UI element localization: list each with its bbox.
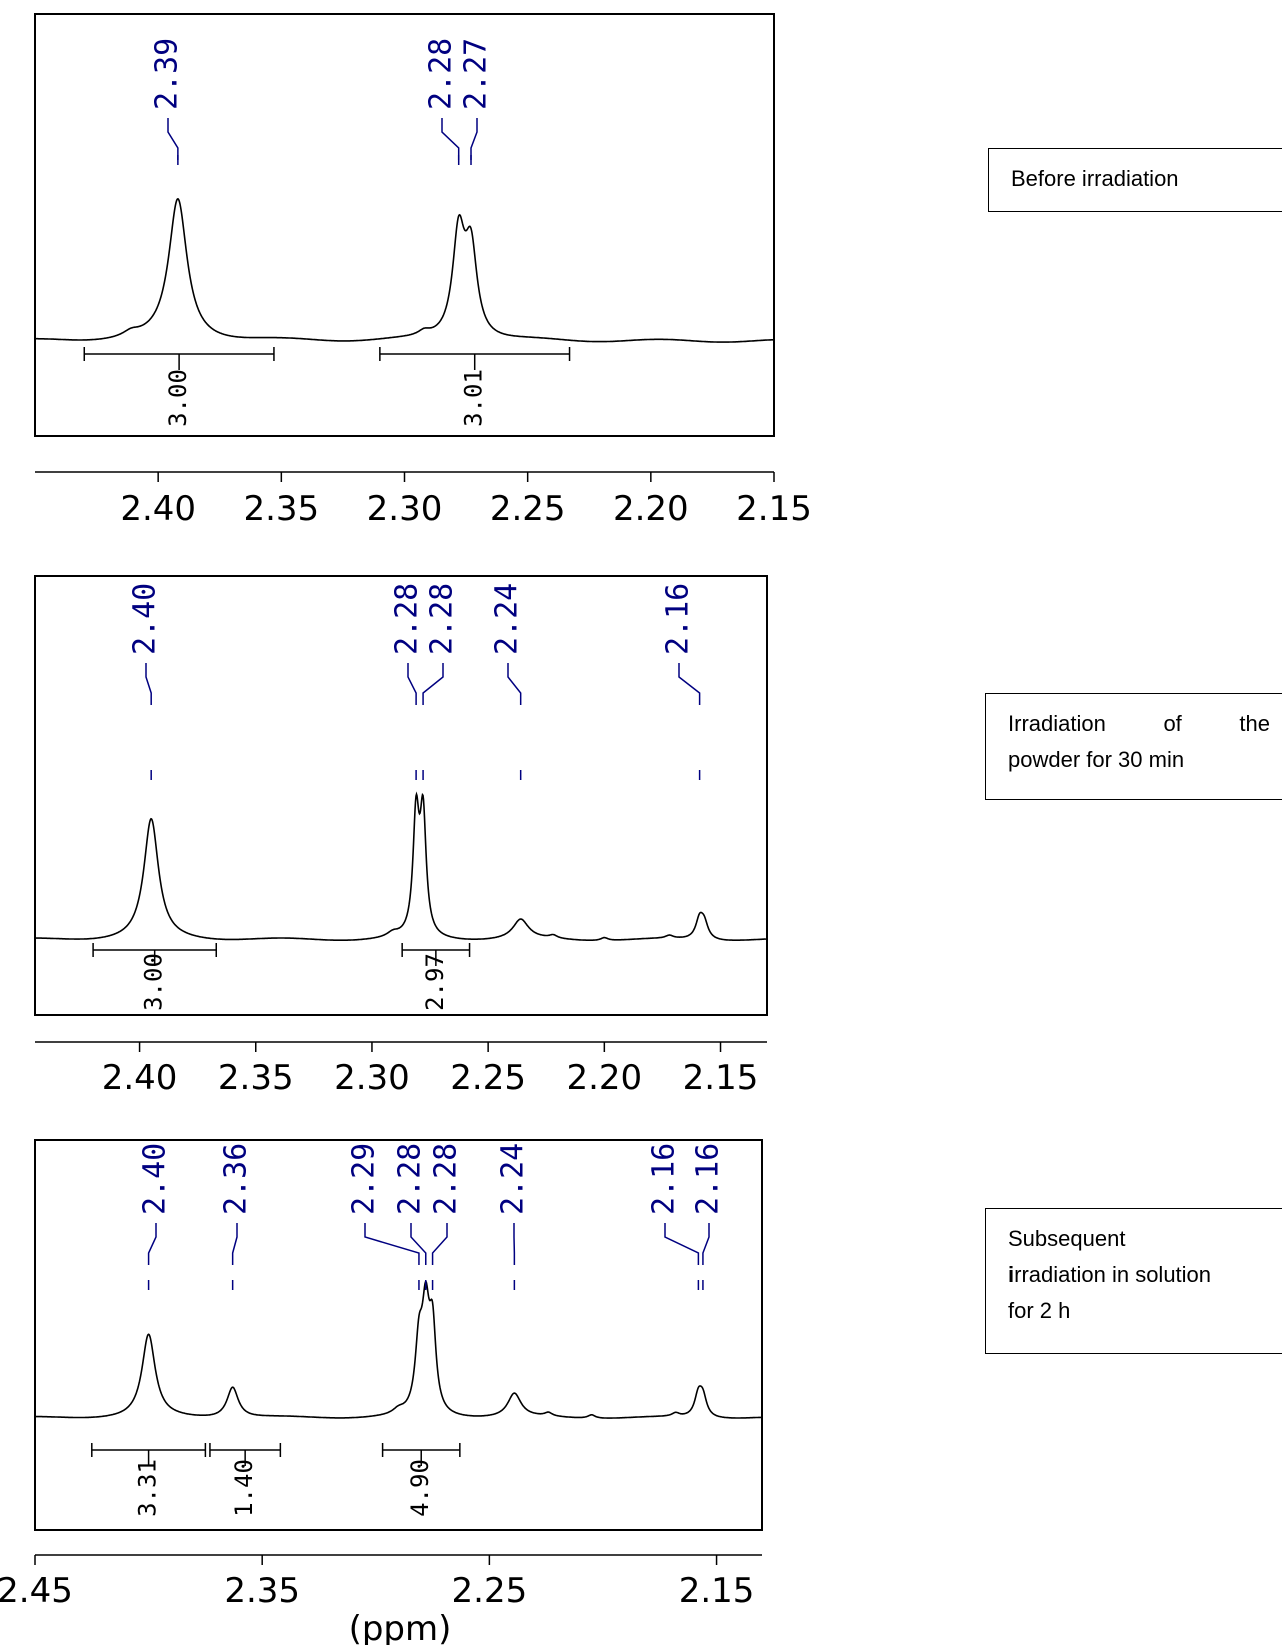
peak-connector xyxy=(431,1223,448,1265)
peak-label: 2.28 xyxy=(424,38,459,110)
x-tick-label: 2.15 xyxy=(683,1058,759,1098)
peak-label: 2.28 xyxy=(425,583,460,655)
peak-label: 2.16 xyxy=(647,1143,682,1215)
peak-connector xyxy=(507,663,522,705)
x-axis-label: (ppm) xyxy=(349,1609,452,1645)
spectrum-panel-3: 2.40 2.36 2.29 2.28 2.28 2.24 2.16 2.16 3.31 1.40… xyxy=(0,1139,763,1645)
x-tick-label: 2.45 xyxy=(0,1571,73,1611)
integral-bracket xyxy=(401,943,471,966)
peak-label: 2.24 xyxy=(496,1143,531,1215)
x-tick-label: 2.35 xyxy=(218,1058,294,1098)
condition-box-before: Before irradiation xyxy=(988,148,1282,212)
spectrum-panel-1: 2.39 2.28 2.27 3.00 3.01 2.40 2.35 2.30 2.25 2.20… xyxy=(34,13,812,529)
spectrum-trace xyxy=(36,198,773,343)
peak-label: 2.24 xyxy=(490,583,525,655)
spectrum-frame xyxy=(34,13,775,437)
condition-text: Irradiation of the xyxy=(1008,711,1270,736)
peak-connector xyxy=(167,118,179,160)
x-tick-label: 2.30 xyxy=(334,1058,410,1098)
peak-label: 2.40 xyxy=(128,583,163,655)
x-tick-label: 2.20 xyxy=(613,489,689,529)
integral-bracket xyxy=(91,1443,207,1466)
peak-connector xyxy=(470,118,478,160)
integral-value: 1.40 xyxy=(230,1459,258,1517)
x-tick-label: 2.25 xyxy=(450,1058,526,1098)
peak-connector xyxy=(441,118,460,160)
x-tick-label: 2.25 xyxy=(452,1571,528,1611)
spectrum-frame xyxy=(34,1139,763,1531)
x-tick-label: 2.40 xyxy=(102,1058,178,1098)
integral-value: 3.01 xyxy=(460,369,488,427)
integral-bracket xyxy=(92,943,218,966)
x-tick-label: 2.30 xyxy=(367,489,443,529)
x-tick-label: 2.20 xyxy=(566,1058,642,1098)
condition-text-line2: irradiation in solution xyxy=(1008,1262,1212,1287)
peak-connector xyxy=(422,663,444,705)
spectrum-trace xyxy=(36,791,767,941)
peak-connector xyxy=(364,1223,420,1265)
peak-connector xyxy=(147,1223,157,1265)
peak-label: 2.36 xyxy=(219,1143,254,1215)
peak-connector xyxy=(664,1223,700,1265)
peak-connector xyxy=(702,1223,710,1265)
peak-label: 2.28 xyxy=(390,583,425,655)
peak-connector xyxy=(145,663,152,705)
condition-text: Subsequent xyxy=(1008,1226,1126,1251)
x-tick-label: 2.25 xyxy=(490,489,566,529)
peak-label: 2.39 xyxy=(150,38,185,110)
condition-box-solution: Subsequent irradiation in solution for 2… xyxy=(985,1208,1282,1354)
peak-connector xyxy=(231,1223,238,1265)
x-tick-label: 2.35 xyxy=(224,1571,300,1611)
x-tick-label: 2.15 xyxy=(679,1571,755,1611)
condition-text-line2: powder for 30 min xyxy=(1008,747,1185,772)
integral-value: 4.90 xyxy=(406,1459,434,1517)
x-tick-label: 2.15 xyxy=(736,489,812,529)
peak-label: 2.29 xyxy=(347,1143,382,1215)
peak-connector xyxy=(678,663,701,705)
peak-label: 2.28 xyxy=(429,1143,464,1215)
condition-box-powder: Irradiation of the powder for 30 min xyxy=(985,693,1282,800)
peak-label: 2.28 xyxy=(393,1143,428,1215)
x-tick-label: 2.35 xyxy=(243,489,319,529)
peak-label: 2.16 xyxy=(691,1143,726,1215)
peak-label: 2.27 xyxy=(459,38,494,110)
spectrum-trace xyxy=(36,1280,762,1419)
peak-label: 2.40 xyxy=(138,1143,173,1215)
condition-text-line3: for 2 h xyxy=(1008,1298,1071,1323)
integral-bracket xyxy=(379,347,571,370)
integral-value: 3.00 xyxy=(164,369,192,427)
spectrum-panel-2: 2.40 2.28 2.28 2.24 2.16 3.00 2.97 2.40 2.35 2.30… xyxy=(34,575,768,1098)
integral-value: 3.31 xyxy=(134,1459,162,1517)
integral-value: 2.97 xyxy=(421,953,449,1011)
condition-text: Before irradiation xyxy=(1011,166,1179,191)
integral-bracket xyxy=(83,347,275,370)
peak-connector xyxy=(410,1223,427,1265)
spectrum-frame xyxy=(34,575,768,1016)
peak-label: 2.16 xyxy=(661,583,696,655)
integral-bracket xyxy=(381,1443,461,1466)
peak-connector xyxy=(407,663,417,705)
integral-value: 3.00 xyxy=(140,953,168,1011)
x-tick-label: 2.40 xyxy=(120,489,196,529)
integral-bracket xyxy=(209,1443,282,1466)
